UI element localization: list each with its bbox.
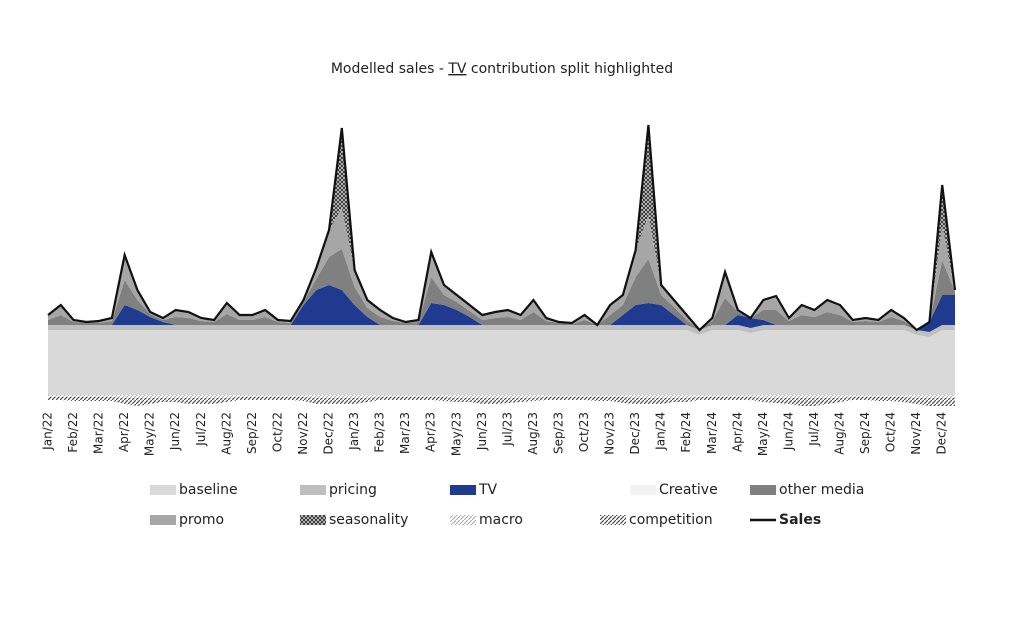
legend-label: TV (478, 482, 498, 498)
x-tick-label: Sep/24 (858, 412, 872, 454)
x-tick-label: May/23 (449, 412, 463, 456)
x-tick-label: May/24 (756, 412, 770, 456)
legend-label: Sales (779, 512, 821, 528)
x-tick-label: Oct/23 (577, 412, 591, 452)
x-tick-label: Feb/22 (66, 412, 80, 453)
legend-label: seasonality (329, 512, 408, 528)
area (48, 330, 955, 395)
legend-label: pricing (329, 482, 377, 498)
legend-swatch (630, 485, 656, 495)
legend-label: macro (479, 512, 523, 528)
x-tick-label: Nov/24 (909, 412, 923, 455)
legend-label: promo (179, 512, 224, 528)
x-tick-label: Apr/23 (424, 412, 438, 452)
legend-swatch (300, 515, 326, 525)
x-tick-label: Dec/22 (322, 412, 336, 455)
area (48, 208, 955, 330)
x-tick-label: Jul/22 (194, 412, 208, 447)
x-tick-label: Feb/23 (373, 412, 387, 453)
x-tick-label: Sep/22 (245, 412, 259, 454)
x-tick-label: Aug/23 (526, 412, 540, 455)
x-tick-label: Dec/24 (935, 412, 949, 455)
legend-label: Creative (659, 482, 718, 498)
x-tick-label: Jan/23 (347, 412, 361, 451)
x-tick-label: Aug/22 (219, 412, 233, 455)
sales-line (47, 124, 957, 332)
legend-swatch (450, 485, 476, 495)
x-tick-label: Jun/24 (781, 412, 795, 451)
legend-label: baseline (179, 482, 238, 498)
x-tick-label: Apr/24 (730, 412, 744, 452)
area (48, 125, 955, 330)
legend-swatch (300, 485, 326, 495)
x-tick-label: Jan/22 (41, 412, 55, 451)
chart-title: Modelled sales - TV contribution split h… (331, 61, 673, 77)
legend-swatch (150, 515, 176, 525)
legend-swatch (150, 485, 176, 495)
x-tick-label: Mar/23 (398, 412, 412, 454)
x-tick-label: Nov/23 (603, 412, 617, 455)
x-tick-label: Jun/23 (475, 412, 489, 451)
area (48, 395, 955, 398)
x-tick-label: May/22 (143, 412, 157, 456)
x-tick-label: Nov/22 (296, 412, 310, 455)
x-tick-label: Aug/24 (833, 412, 847, 455)
area (48, 325, 955, 337)
x-tick-label: Jul/24 (807, 412, 821, 447)
x-tick-label: Jul/23 (500, 412, 514, 447)
x-tick-label: Feb/24 (679, 412, 693, 453)
area (48, 397, 955, 406)
title-part: contribution split highlighted (466, 61, 673, 77)
legend-label: competition (629, 512, 713, 528)
x-tick-label: Dec/23 (628, 412, 642, 455)
x-tick-label: Jan/24 (654, 412, 668, 451)
x-tick-label: Mar/24 (705, 412, 719, 454)
x-tick-label: Apr/22 (117, 412, 131, 452)
x-tick-label: Sep/23 (551, 412, 565, 454)
x-tick-label: Oct/24 (884, 412, 898, 452)
area (48, 249, 955, 330)
legend-swatch (450, 515, 476, 525)
legend-swatch (750, 485, 776, 495)
x-tick-label: Jun/22 (168, 412, 182, 451)
title-part: Modelled sales - (331, 61, 449, 77)
title-highlight: TV (447, 61, 467, 77)
legend-swatch (600, 515, 626, 525)
x-tick-label: Oct/22 (270, 412, 284, 452)
legend-label: other media (779, 482, 864, 498)
x-tick-label: Mar/22 (92, 412, 106, 454)
